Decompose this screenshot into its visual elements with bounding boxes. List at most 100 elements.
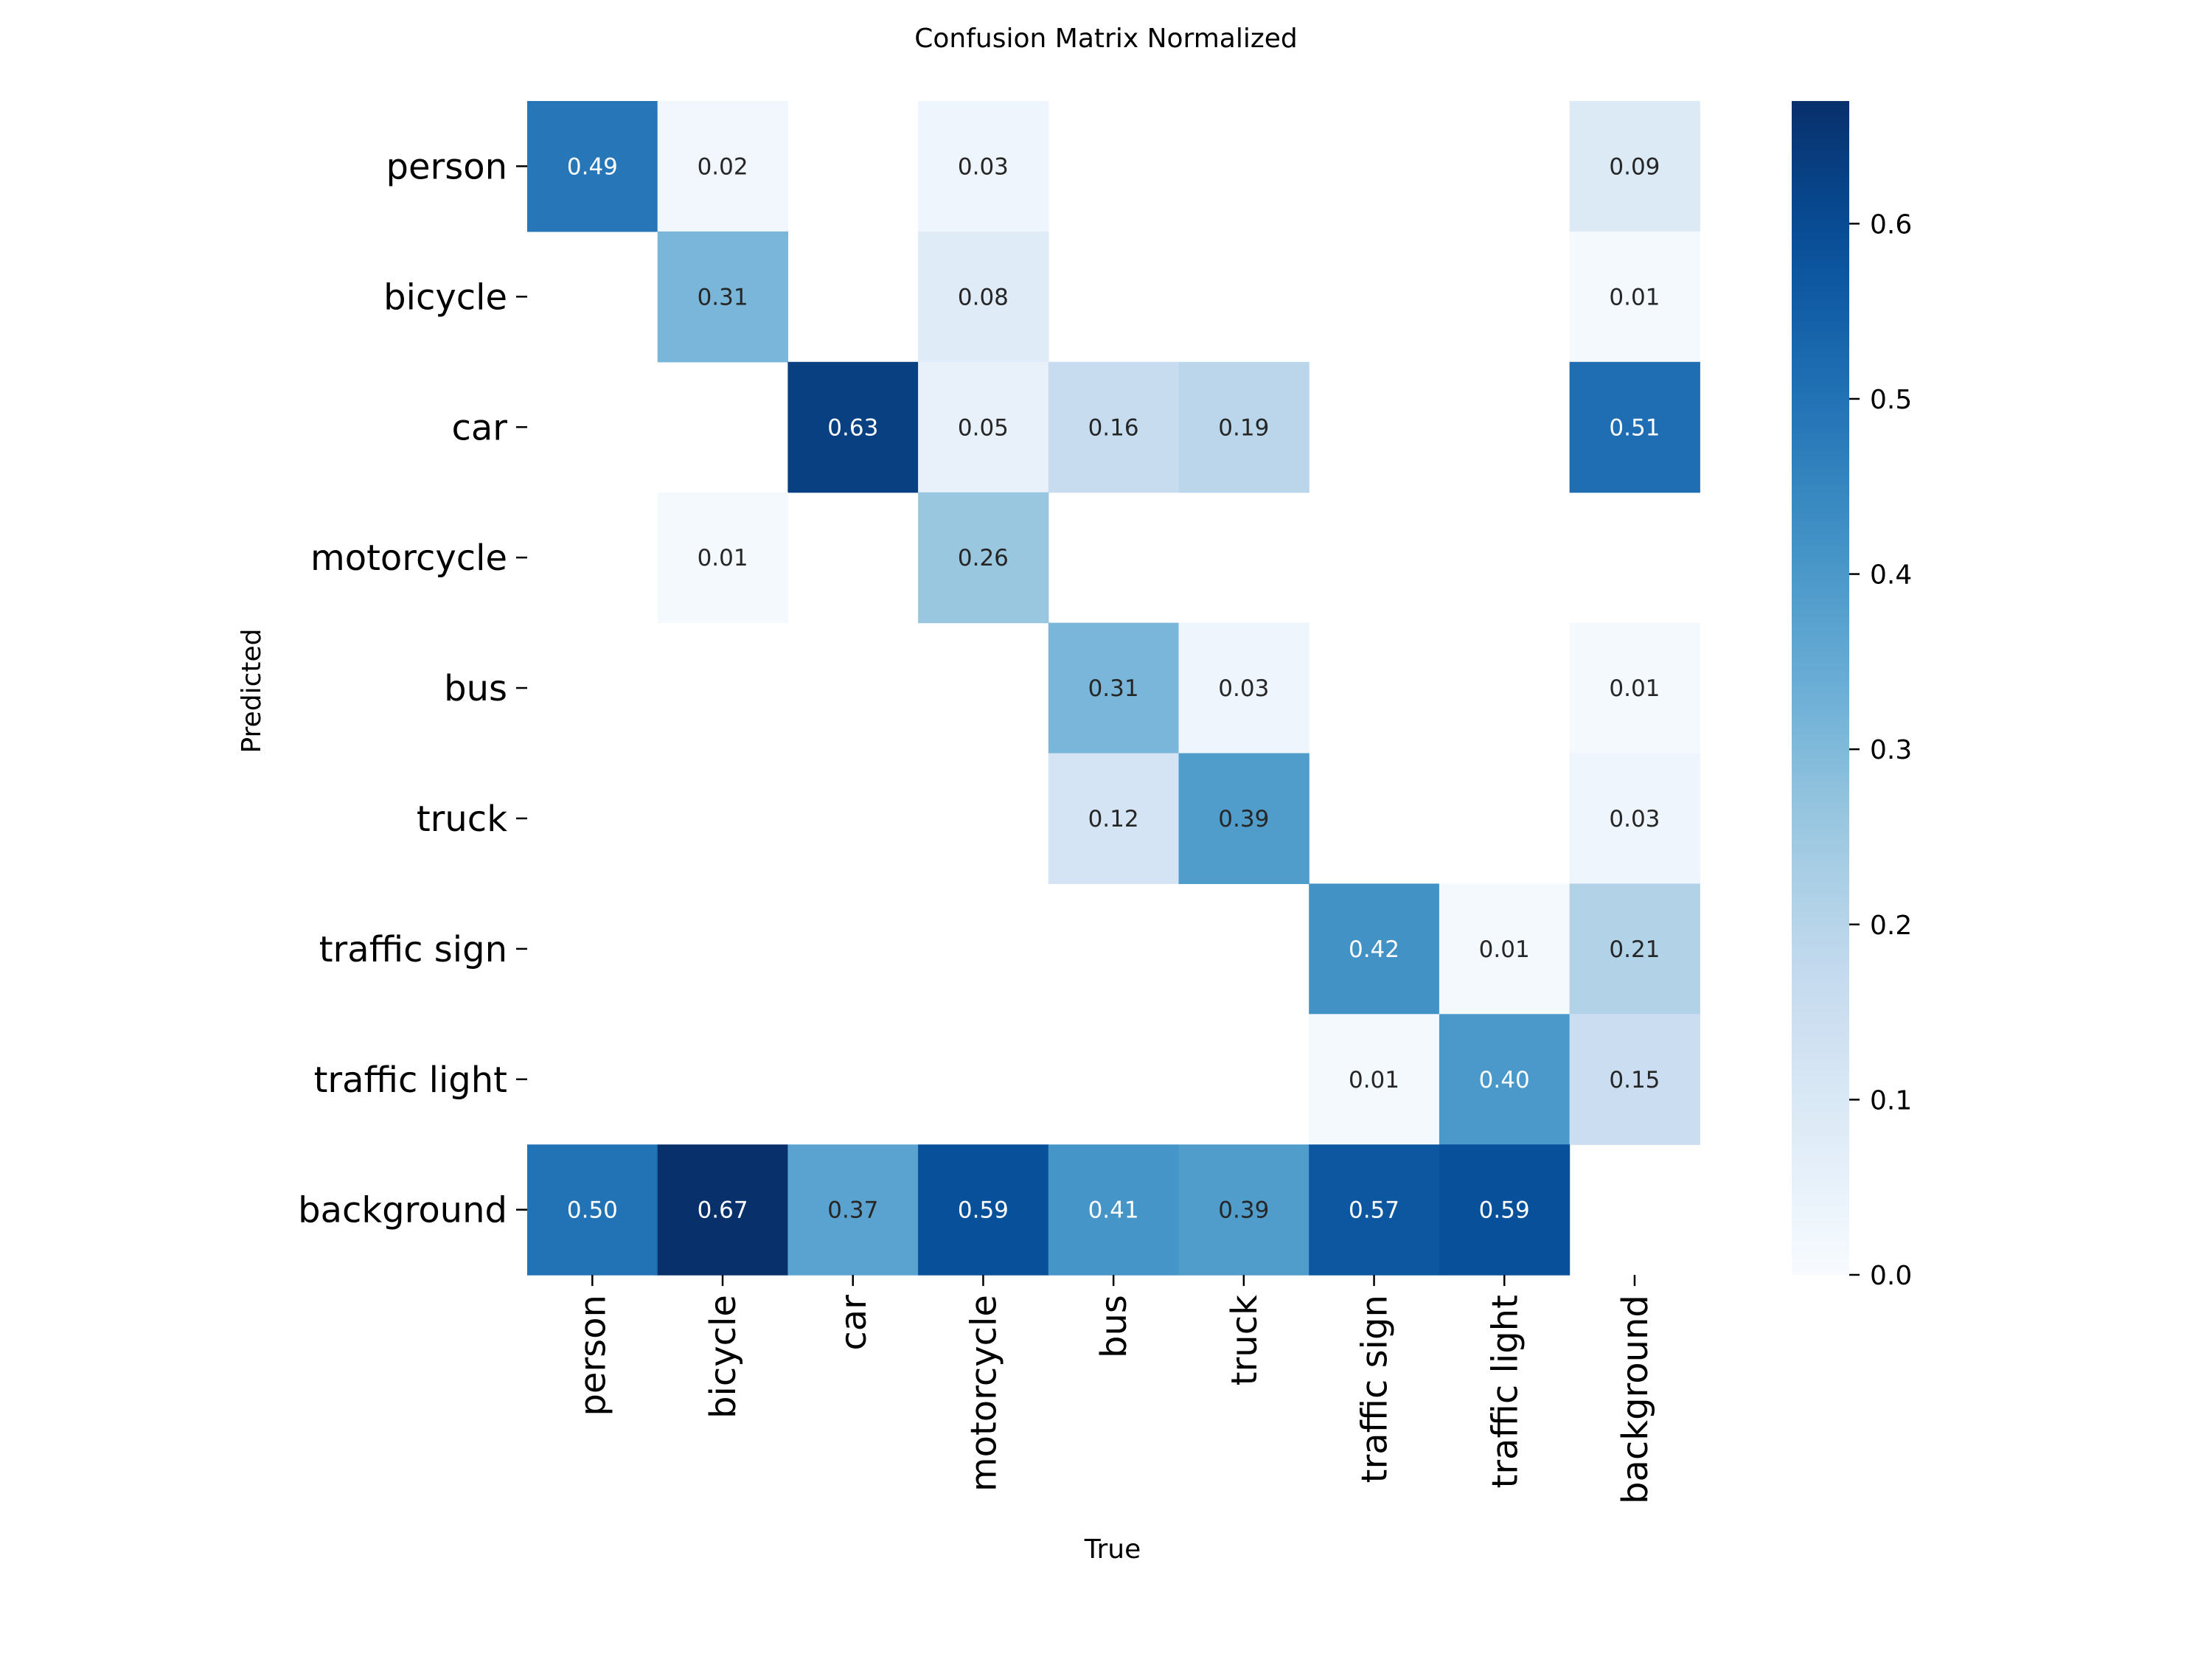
colorbar-tick-label: 0.5	[1870, 385, 1912, 415]
cell-value-label: 0.01	[1349, 1067, 1399, 1093]
cell-value-label: 0.03	[1609, 806, 1660, 832]
x-tick-label: truck	[1224, 1295, 1265, 1385]
x-tick-label: traffic light	[1484, 1295, 1526, 1488]
colorbar-ticks: 0.0 0.1 0.2 0.3 0.4 0.5 0.6	[1849, 209, 1912, 1291]
colorbar-tick-label: 0.3	[1870, 735, 1912, 765]
heatmap-cell	[527, 1144, 658, 1276]
heatmap-cell	[1309, 1014, 1440, 1145]
cell-value-label: 0.15	[1609, 1067, 1660, 1093]
colorbar-tick-label: 0.2	[1870, 911, 1912, 941]
cell-value-label: 0.02	[698, 153, 748, 180]
y-tick-label: person	[386, 146, 507, 187]
cell-value-label: 0.67	[698, 1197, 748, 1224]
heatmap-cell	[657, 1144, 788, 1276]
x-tick-label: bicycle	[703, 1295, 744, 1419]
cell-value-label: 0.42	[1349, 936, 1399, 963]
heatmap-cell	[657, 231, 788, 363]
cell-value-label: 0.03	[958, 153, 1009, 180]
cell-value-label: 0.03	[1218, 675, 1269, 702]
cell-value-label: 0.37	[827, 1197, 878, 1224]
cell-value-label: 0.41	[1088, 1197, 1139, 1224]
cell-value-label: 0.50	[567, 1197, 618, 1224]
colorbar-tick-label: 0.6	[1870, 209, 1912, 240]
heatmap-cell	[1439, 883, 1571, 1015]
cell-value-label: 0.31	[1088, 675, 1139, 702]
cell-value-label: 0.19	[1218, 414, 1269, 441]
cell-value-label: 0.08	[958, 284, 1009, 310]
heatmap-cell	[657, 101, 788, 232]
heatmap-cell	[918, 361, 1049, 493]
y-tick-label: bicycle	[383, 276, 507, 318]
colorbar-tick-label: 0.4	[1870, 560, 1912, 591]
y-tick-label: bus	[444, 668, 507, 709]
heatmap-cells	[527, 101, 1700, 1276]
x-tick-label: background	[1615, 1295, 1656, 1504]
cell-value-label: 0.40	[1479, 1067, 1530, 1093]
heatmap-cell	[657, 492, 788, 624]
cell-value-label: 0.01	[1479, 936, 1530, 963]
y-tick-label: motorcycle	[310, 538, 507, 579]
heatmap-cell	[1569, 1014, 1700, 1145]
heatmap-cell	[918, 231, 1049, 363]
heatmap-cell	[787, 1144, 919, 1276]
y-axis-label: Predicted	[237, 629, 267, 754]
heatmap-cell	[1309, 883, 1440, 1015]
heatmap-cell	[1439, 1144, 1571, 1276]
x-tick-label: traffic sign	[1354, 1295, 1396, 1483]
heatmap-cell	[1439, 1014, 1571, 1145]
heatmap-cell	[787, 361, 919, 493]
heatmap-cell	[1569, 101, 1700, 232]
colorbar-tick-label: 0.1	[1870, 1085, 1912, 1116]
y-tick-label: truck	[417, 799, 507, 840]
heatmap-cell	[527, 101, 658, 232]
cell-value-label: 0.49	[567, 153, 618, 180]
colorbar-tick-label: 0.0	[1870, 1261, 1912, 1291]
heatmap-cell	[1569, 622, 1700, 754]
heatmap-cell	[1178, 361, 1310, 493]
heatmap-cell	[1569, 753, 1700, 884]
heatmap-cell	[1569, 231, 1700, 363]
x-axis-ticks: person bicycle car motorcycle bus truck traffi…	[572, 1275, 1656, 1504]
y-tick-label: traffic sign	[319, 929, 507, 970]
cell-value-label: 0.12	[1088, 806, 1139, 832]
x-axis-label: True	[1084, 1534, 1141, 1565]
heatmap-cell	[1569, 361, 1700, 493]
cell-value-label: 0.39	[1218, 806, 1269, 832]
heatmap-cell	[1048, 753, 1180, 884]
cell-value-label: 0.57	[1349, 1197, 1399, 1224]
heatmap-cell	[1048, 622, 1180, 754]
heatmap-cell	[1309, 1144, 1440, 1276]
heatmap-cell-labels: 0.49 0.02 0.03 0.09 0.31 0.08 0.01 0.63 0.05 0.16…	[567, 153, 1660, 1223]
heatmap-cell	[1178, 1144, 1310, 1276]
colorbar: 0.0 0.1 0.2 0.3 0.4 0.5 0.6	[1792, 101, 1912, 1291]
cell-value-label: 0.21	[1609, 936, 1660, 963]
cell-value-label: 0.16	[1088, 414, 1139, 441]
heatmap-cell	[918, 1144, 1049, 1276]
heatmap-cell	[918, 492, 1049, 624]
cell-value-label: 0.01	[698, 545, 748, 571]
x-tick-label: bus	[1093, 1295, 1135, 1358]
cell-value-label: 0.63	[827, 414, 878, 441]
colorbar-gradient	[1792, 101, 1849, 1275]
cell-value-label: 0.51	[1609, 414, 1660, 441]
cell-value-label: 0.26	[958, 545, 1009, 571]
cell-value-label: 0.01	[1609, 675, 1660, 702]
y-tick-label: car	[451, 407, 507, 448]
y-tick-label: background	[298, 1190, 507, 1231]
heatmap-cell	[1178, 753, 1310, 884]
x-tick-label: car	[833, 1295, 874, 1351]
x-tick-label: motorcycle	[963, 1295, 1004, 1492]
cell-value-label: 0.31	[698, 284, 748, 310]
cell-value-label: 0.59	[1479, 1197, 1530, 1224]
y-tick-label: traffic light	[314, 1060, 507, 1101]
heatmap-cell	[1048, 361, 1180, 493]
heatmap-cell	[1048, 1144, 1180, 1276]
cell-value-label: 0.39	[1218, 1197, 1269, 1224]
heatmap-cell	[1569, 883, 1700, 1015]
chart-title: Confusion Matrix Normalized	[914, 24, 1297, 54]
cell-value-label: 0.05	[958, 414, 1009, 441]
cell-value-label: 0.01	[1609, 284, 1660, 310]
cell-value-label: 0.09	[1609, 153, 1660, 180]
heatmap-cell	[918, 101, 1049, 232]
